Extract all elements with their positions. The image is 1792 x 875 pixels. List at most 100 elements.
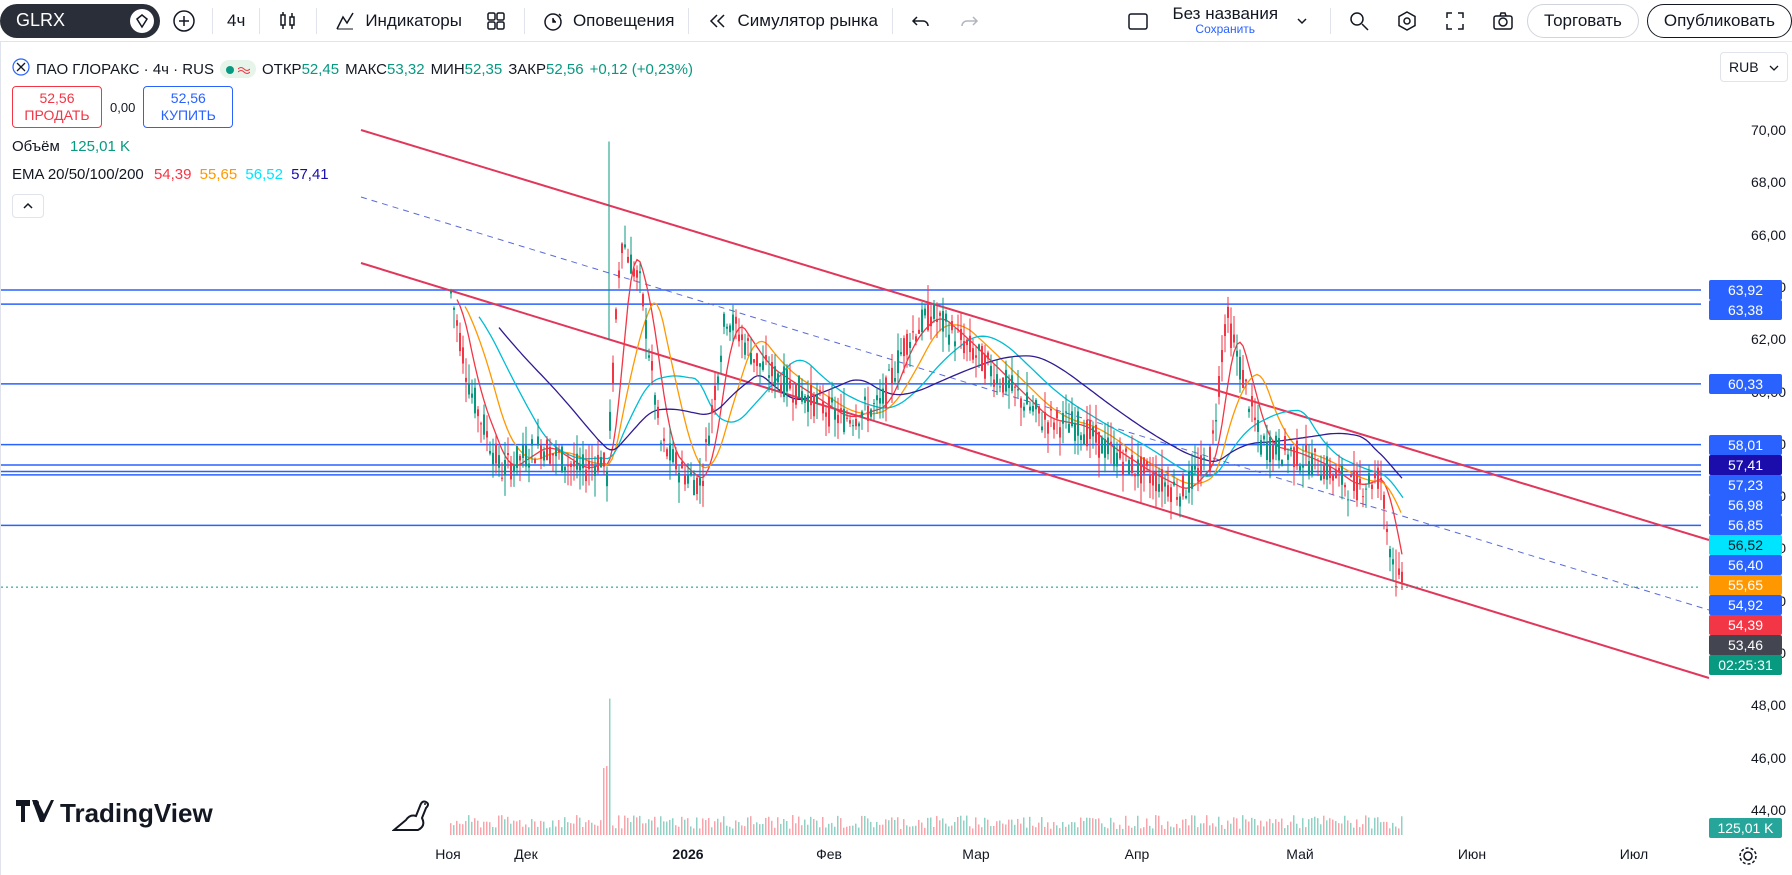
candle-body-124 [822,401,824,414]
volume-bar-9 [477,820,479,835]
candle-body-66 [648,355,650,358]
quick-search-button[interactable] [1335,0,1383,42]
volume-bar-291 [1323,815,1325,835]
candle-body-82 [696,477,698,495]
candle-body-60 [630,254,632,274]
volume-bar-223 [1119,824,1121,835]
candle-body-171 [963,341,965,354]
candle-body-289 [1317,474,1319,476]
candle-body-141 [873,403,875,405]
volume-bar-99 [747,817,749,835]
volume-bar-288 [1314,816,1316,835]
volume-bar-255 [1215,826,1217,835]
volume-bar-140 [870,821,872,835]
candle-body-196 [1038,406,1040,414]
candle-body-246 [1188,471,1190,493]
candle-body-0 [450,291,452,294]
volume-bar-130 [840,818,842,835]
candle-body-18 [504,460,506,476]
volume-bar-156 [918,819,920,835]
volume-bar-117 [801,825,803,835]
candle-body-156 [918,329,920,334]
candle-body-263 [1239,356,1241,380]
candle-body-123 [819,390,821,393]
candle-body-219 [1107,437,1109,455]
layout-select[interactable]: Без названия Сохранить [1114,0,1326,42]
fullscreen-button[interactable] [1431,0,1479,42]
tv-logo-text: TradingView [60,798,213,828]
candle-body-62 [636,270,638,278]
volume-bar-46 [588,820,590,835]
candle-body-215 [1095,424,1097,443]
volume-bar-20 [510,823,512,835]
publish-button[interactable]: Опубликовать [1646,3,1792,38]
market-status-badge[interactable] [219,60,256,78]
candle-body-221 [1113,445,1115,467]
symbol-search[interactable]: GLRX [0,3,160,38]
price-chart[interactable] [1,42,1792,875]
candle-body-184 [1002,377,1004,393]
volume-bar-142 [876,821,878,835]
volume-bar-108 [774,827,776,835]
ema-legend[interactable]: EMA 20/50/100/200 54,39 55,65 56,52 57,4… [12,166,693,186]
volume-bar-232 [1146,818,1148,835]
candle-body-228 [1134,473,1136,477]
candle-body-128 [834,408,836,420]
candle-body-94 [732,314,734,331]
chart-type-button[interactable] [264,0,312,42]
volume-bar-234 [1152,828,1154,835]
tradingview-logo[interactable]: TradingView [16,798,213,829]
add-symbol-button[interactable] [160,0,208,42]
volume-bar-132 [846,826,848,835]
volume-bar-137 [861,815,863,835]
templates-button[interactable] [472,0,520,42]
candle-body-291 [1323,465,1325,479]
sell-button[interactable]: 52,56 ПРОДАТЬ [12,86,102,128]
replay-button[interactable]: Симулятор рынка [693,0,887,42]
candle-body-267 [1251,395,1253,407]
candle-body-122 [816,394,818,403]
candle-body-41 [573,461,575,467]
volume-bar-74 [672,818,674,835]
trade-button[interactable]: Торговать [1527,3,1639,38]
candle-body-50 [600,457,602,468]
volume-bar-210 [1080,817,1082,835]
gem-icon[interactable] [130,8,154,33]
volume-bar-40 [570,823,572,835]
candle-body-76 [678,473,680,483]
volume-bar-26 [528,827,530,835]
candle-body-106 [768,375,770,378]
settings-button[interactable] [1383,0,1431,42]
currency-select[interactable]: RUB [1720,52,1788,82]
candle-body-258 [1224,324,1226,337]
chart-area[interactable] [0,42,1792,875]
symbol-title[interactable]: ПАО ГЛОРАКС · 4ч · RUS [36,60,214,78]
volume-bar-22 [516,821,518,835]
dino-icon[interactable] [391,796,432,837]
volume-bar-285 [1305,827,1307,835]
volume-bar-81 [693,828,695,835]
gear-icon[interactable] [1738,846,1758,871]
candle-body-40 [570,463,572,467]
candle-body-285 [1305,443,1307,452]
alerts-button[interactable]: Оповещения [529,0,685,42]
undo-button[interactable] [897,0,945,42]
divider [891,7,893,34]
buy-button[interactable]: 52,56 КУПИТЬ [143,86,234,128]
divider [212,7,213,34]
volume-bar-264 [1242,815,1244,835]
snapshot-button[interactable] [1479,0,1527,42]
candle-body-93 [729,325,731,333]
redo-button[interactable] [945,0,993,42]
volume-bar-65 [645,823,647,835]
candle-body-136 [858,423,860,427]
indicators-button[interactable]: Индикаторы [321,0,472,42]
candle-body-5 [465,377,467,382]
volume-legend[interactable]: Объём 125,01 K [12,138,693,158]
candle-body-202 [1056,409,1058,419]
alarm-clock-icon [539,7,567,35]
candle-body-86 [708,435,710,445]
volume-bar-246 [1188,825,1190,835]
interval-button[interactable]: 4ч [227,10,246,30]
collapse-legend-button[interactable] [12,194,44,218]
